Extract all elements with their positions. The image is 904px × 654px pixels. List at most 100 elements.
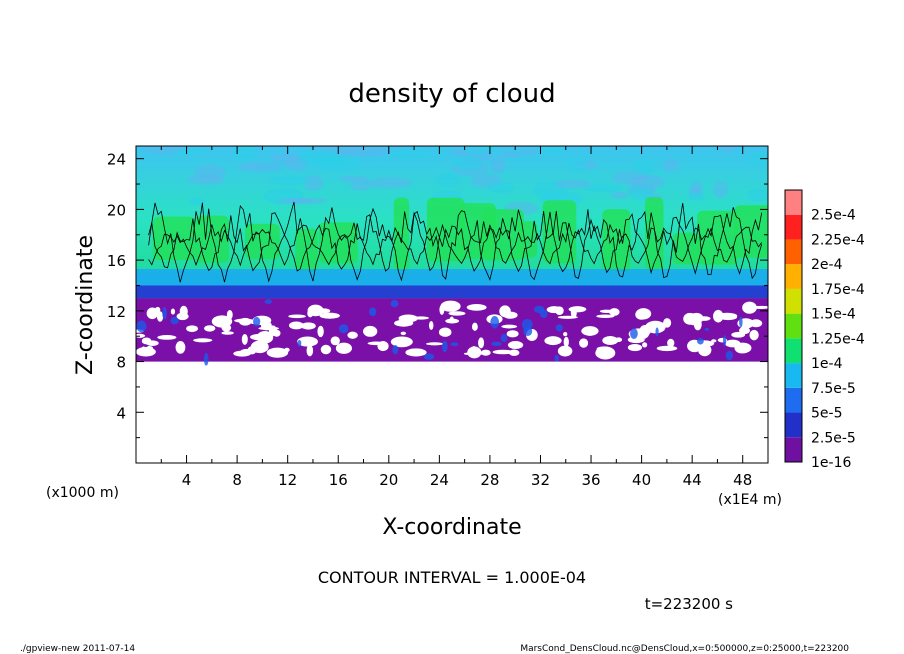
clear-patch xyxy=(471,322,478,331)
y-tick-label: 20 xyxy=(107,201,126,219)
field-texture xyxy=(723,334,727,347)
colorbar-label: 2e-4 xyxy=(811,257,843,273)
field-texture xyxy=(460,146,498,155)
clear-patch xyxy=(749,319,763,328)
field-texture xyxy=(298,148,338,166)
clear-patch xyxy=(440,300,461,312)
x-axis: 4 8 12 16 20 24 28 32 36 40 44 48 xyxy=(160,146,752,489)
contour-line xyxy=(148,209,763,275)
dense-cloud-region xyxy=(602,209,631,273)
field-texture xyxy=(366,177,413,189)
clear-patch xyxy=(428,320,434,330)
clear-patch xyxy=(570,308,577,318)
x-tick-label: 36 xyxy=(581,471,600,489)
colorbar-label: 1e-4 xyxy=(811,356,843,372)
clear-patch xyxy=(602,336,619,345)
clear-patch xyxy=(288,314,306,319)
field-texture xyxy=(521,148,541,156)
dense-layer xyxy=(136,285,768,299)
dense-cloud-region xyxy=(194,215,229,263)
field-texture xyxy=(390,299,399,308)
colorbar-swatch xyxy=(785,288,802,314)
footer-left: ./gpview-new 2011-07-14 xyxy=(20,644,135,654)
clear-patch xyxy=(306,345,314,357)
clear-patch xyxy=(203,325,216,332)
dense-cloud-region xyxy=(152,216,196,260)
contour-lines xyxy=(148,201,763,283)
field-texture xyxy=(233,146,256,162)
field-texture xyxy=(523,326,533,336)
field-texture xyxy=(554,354,560,362)
colorbar-label: 2.5e-5 xyxy=(811,430,856,446)
clear-patch xyxy=(507,341,524,349)
colorbar-label: 5e-5 xyxy=(811,406,842,422)
colorbar-label: 7.5e-5 xyxy=(811,381,856,397)
clear-patch xyxy=(742,301,757,314)
field-texture xyxy=(739,316,743,328)
field-texture xyxy=(500,334,508,343)
colorbar-swatch xyxy=(785,239,802,265)
x-tick-label: 8 xyxy=(232,471,242,489)
footer-right: MarsCond_DensCloud.nc@DensCloud,x=0:5000… xyxy=(520,644,849,654)
clear-patch xyxy=(557,315,578,319)
clear-patch xyxy=(480,349,491,356)
clear-patch xyxy=(466,304,487,311)
colorbar-label: 2.25e-4 xyxy=(811,232,865,248)
clear-patch xyxy=(426,342,444,346)
colorbar-swatch xyxy=(785,264,802,289)
x-scale-label: (x1E4 m) xyxy=(718,492,782,508)
field-texture xyxy=(350,180,372,191)
clear-patch xyxy=(272,329,281,337)
clear-patch xyxy=(544,336,562,346)
clear-patch xyxy=(330,336,340,346)
clear-patch xyxy=(627,343,643,352)
field-texture xyxy=(264,299,273,305)
clear-patch xyxy=(579,338,589,348)
clear-patch xyxy=(317,325,324,338)
field-texture xyxy=(451,156,483,171)
clear-patch xyxy=(221,331,234,335)
field-texture xyxy=(704,327,710,331)
clear-patch xyxy=(136,333,146,338)
field-texture xyxy=(434,146,455,156)
field-texture xyxy=(189,197,206,205)
field-texture xyxy=(583,183,624,193)
clear-patch xyxy=(501,324,518,329)
contour-line xyxy=(148,221,763,267)
clear-patch xyxy=(193,338,213,343)
clear-patch xyxy=(256,331,274,344)
field-texture xyxy=(721,146,736,154)
colorbar: 1e-16 2.5e-5 5e-5 7.5e-5 1e-4 1.25e-4 1.5e-4 1.… xyxy=(784,189,865,471)
colorbar-label: 1.5e-4 xyxy=(811,307,856,323)
x-tick-label: 20 xyxy=(379,471,398,489)
colorbar-swatch xyxy=(785,437,802,462)
clear-patch xyxy=(492,349,514,355)
x-tick-label: 44 xyxy=(683,471,702,489)
colorbar-label: 1e-16 xyxy=(811,455,851,471)
field-texture xyxy=(297,339,302,347)
colorbar-frame xyxy=(784,189,803,463)
field-texture xyxy=(629,174,665,189)
x-tick-label: 28 xyxy=(480,471,499,489)
clear-patch xyxy=(179,305,188,318)
field-texture xyxy=(435,172,461,188)
field-texture xyxy=(253,316,261,327)
clear-patch xyxy=(667,338,675,348)
clear-patch xyxy=(377,341,389,352)
clear-patch xyxy=(478,337,485,349)
clear-patch xyxy=(563,331,568,337)
field-texture xyxy=(486,181,515,194)
plot-area xyxy=(136,146,768,366)
clear-patch xyxy=(146,340,159,346)
dense-cloud-region xyxy=(318,222,358,264)
y-tick-label: 4 xyxy=(116,404,126,422)
field-texture xyxy=(655,327,659,337)
field-texture xyxy=(532,147,569,155)
colorbar-swatch xyxy=(785,214,802,240)
clear-patch xyxy=(609,308,620,316)
clear-patch xyxy=(347,331,358,339)
field-texture xyxy=(725,350,733,361)
clear-patch xyxy=(400,331,407,336)
field-texture xyxy=(339,175,369,183)
